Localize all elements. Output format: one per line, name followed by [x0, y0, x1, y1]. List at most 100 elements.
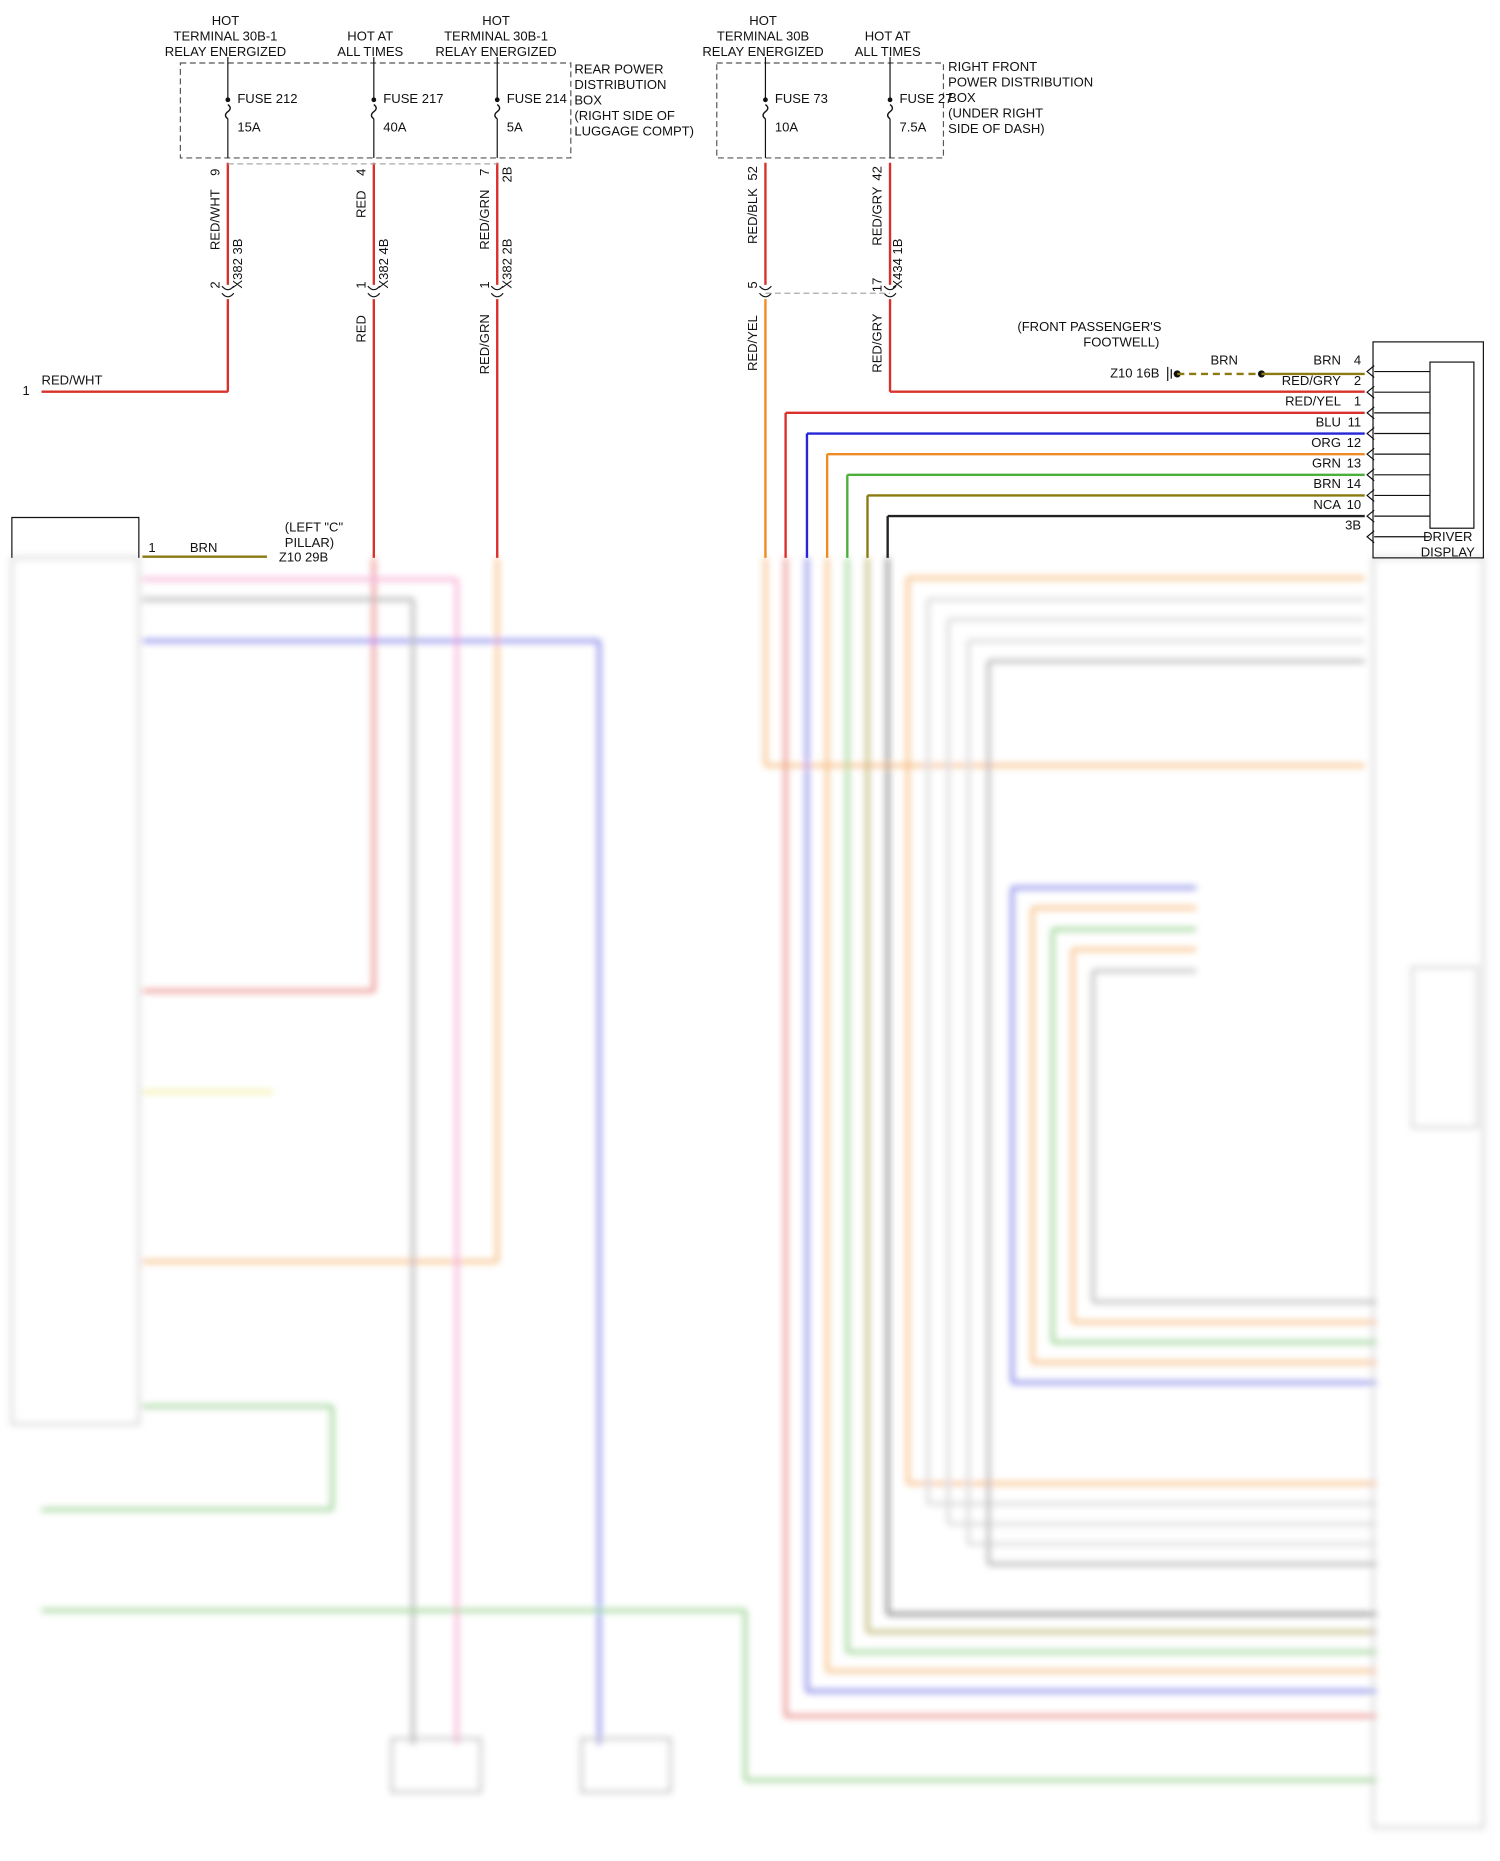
pin-label: 42: [870, 166, 885, 181]
fuse-box: [179, 62, 572, 159]
box-label: LUGGAGE COMPT): [574, 123, 694, 138]
wire-label: BRN: [1313, 352, 1341, 367]
connector-label: X382 3B: [230, 238, 245, 288]
wire-label: RED: [353, 190, 368, 218]
connector: [1366, 530, 1375, 544]
connector: [1366, 468, 1375, 482]
connector: [1366, 365, 1375, 378]
component-label: DISPLAY: [1421, 545, 1475, 560]
fuse-rating: 10A: [775, 120, 799, 135]
fuse-dot: [371, 97, 377, 103]
wire-label: ORG: [1311, 435, 1341, 450]
box-label: DISTRIBUTION: [574, 77, 666, 92]
fuse-dot: [763, 97, 768, 103]
connector: [1366, 447, 1375, 461]
pin-label: 1: [1354, 394, 1361, 409]
wire-label: BRN: [190, 540, 218, 555]
pin-label: 2: [1354, 373, 1361, 388]
pin-label: 1: [148, 540, 155, 555]
pin-label: 12: [1347, 435, 1362, 450]
fuse-rating: 40A: [383, 120, 407, 135]
blurred-region: [10, 556, 1485, 1829]
fuse-dot: [494, 97, 500, 103]
wire-label: RED/GRY: [870, 313, 885, 373]
splice: [1173, 370, 1181, 378]
source-label: TERMINAL 30B-1: [444, 28, 548, 43]
pin-label: 3B: [1345, 518, 1361, 533]
location-label: FOOTWELL): [1083, 335, 1159, 350]
fuse-label: FUSE 73: [775, 91, 828, 106]
source-label: HOT: [482, 13, 510, 28]
connector: [759, 285, 772, 298]
pin-label: 9: [207, 169, 222, 176]
pin-label: 4: [1354, 352, 1361, 367]
component: [10, 556, 141, 1426]
fuse-rating: 15A: [237, 120, 261, 135]
fuse-dot: [887, 97, 893, 103]
fuse: [762, 103, 769, 120]
fuse: [224, 103, 231, 120]
splice: [1257, 370, 1266, 378]
pin-label: 14: [1347, 476, 1362, 491]
wire-label: RED/GRY: [870, 186, 885, 246]
box-label: (RIGHT SIDE OF: [574, 108, 675, 123]
wire-label: RED: [353, 315, 368, 343]
pin-label: 1: [22, 383, 29, 398]
connector-label: X434 1B: [890, 238, 905, 288]
location-label: PILLAR): [285, 535, 334, 550]
source-label: RELAY ENERGIZED: [435, 44, 556, 59]
fuse-rating: 7.5A: [900, 120, 927, 135]
ground-label: Z10 29B: [279, 549, 329, 564]
wire-label: RED/GRN: [477, 190, 492, 250]
fuse: [494, 103, 501, 120]
wire-label: RED/YEL: [745, 315, 760, 371]
pin-label: 52: [745, 166, 760, 181]
fuse-label: FUSE 27: [900, 91, 953, 106]
pin-label: 4: [353, 169, 368, 176]
component: [390, 1737, 482, 1794]
connector: [1366, 489, 1375, 502]
component: [1429, 361, 1475, 529]
wire-label: BRN: [1210, 352, 1238, 367]
connector: [367, 285, 381, 298]
source-label: HOT: [749, 13, 777, 28]
fuse-label: FUSE 214: [507, 91, 567, 106]
source-label: RELAY ENERGIZED: [165, 44, 286, 59]
fuse-label: FUSE 217: [383, 91, 443, 106]
pin-label: 5: [745, 281, 760, 288]
connector: [1366, 427, 1375, 440]
component: [580, 1737, 672, 1794]
box-label: REAR POWER: [574, 62, 663, 77]
pin-label: 2B: [499, 166, 514, 182]
fuse: [370, 103, 377, 120]
wire-label: BRN: [1313, 476, 1341, 491]
connector-label: X382 4B: [376, 238, 391, 288]
location-label: (FRONT PASSENGER'S: [1017, 319, 1161, 334]
connector: [1366, 509, 1375, 523]
ground-label: Z10 16B: [1110, 365, 1160, 380]
fuse-label: FUSE 212: [237, 91, 297, 106]
box-label: (UNDER RIGHT: [948, 105, 1043, 120]
component: [1410, 966, 1479, 1129]
wire-label: RED/WHT: [42, 373, 103, 388]
ground-symbol: [1167, 366, 1172, 382]
box-label: BOX: [948, 90, 976, 105]
wire-label: RED/WHT: [207, 189, 222, 250]
pin-label: 7: [477, 169, 492, 176]
source-label: RELAY ENERGIZED: [702, 44, 823, 59]
connector: [1366, 406, 1375, 420]
pin-label: 1: [477, 281, 492, 288]
pin-label: 10: [1347, 497, 1362, 512]
connector-label: X382 2B: [499, 238, 514, 288]
wire-label: RED/BLK: [745, 188, 760, 244]
box-label: BOX: [574, 92, 602, 107]
fuse-rating: 5A: [507, 120, 523, 135]
wire-label: GRN: [1312, 456, 1341, 471]
connector: [221, 285, 235, 298]
source-label: HOT AT: [347, 28, 393, 43]
component-label: DRIVER: [1423, 529, 1472, 544]
connector: [883, 285, 897, 298]
pin-label: 1: [353, 281, 368, 288]
